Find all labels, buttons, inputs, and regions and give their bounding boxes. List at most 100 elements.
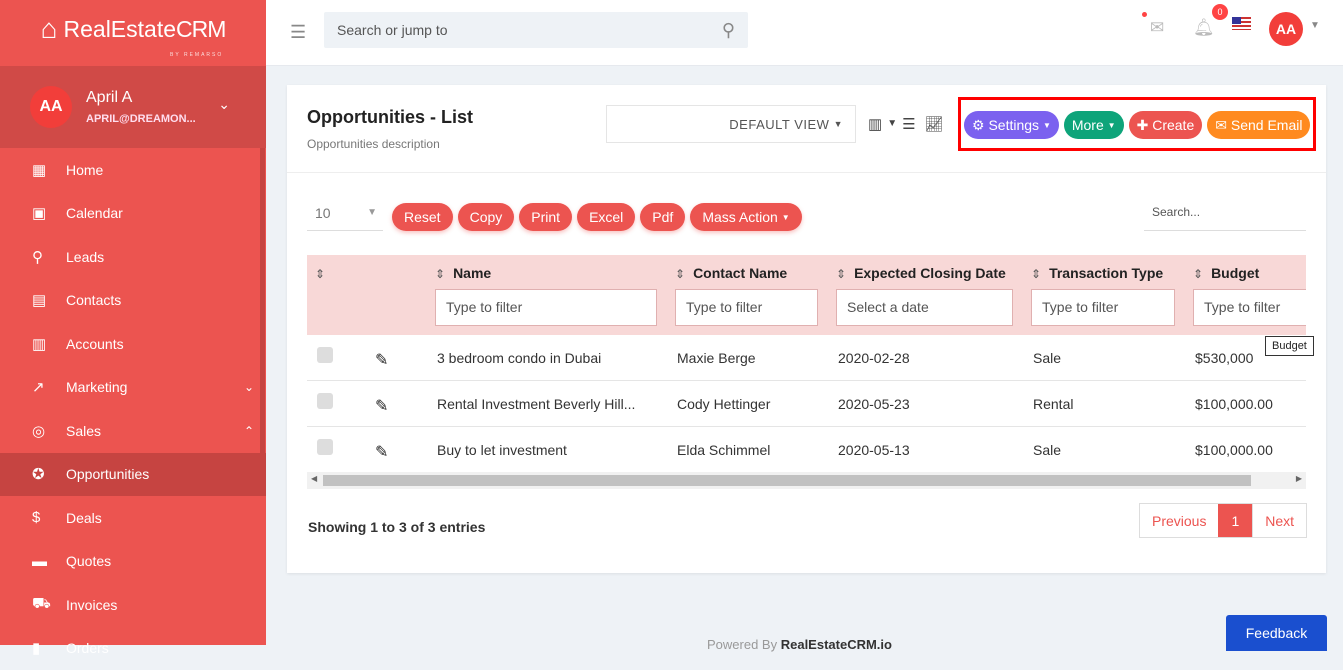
sidebar-item-label: Opportunities [66,466,149,482]
table-search-input[interactable]: Search... [1144,201,1306,231]
sidebar-item-label: Accounts [66,336,124,352]
page-1-button[interactable]: 1 [1218,504,1252,537]
chevron-icon[interactable]: ⌄ [244,380,254,394]
sidebar-item-contacts[interactable]: ▤Contacts [0,279,266,323]
sidebar-item-label: Contacts [66,292,121,308]
calendar-icon: ▣ [32,204,66,222]
sidebar-item-invoices[interactable]: ⛟Invoices [0,583,266,627]
sort-icon[interactable]: ⇕ [315,265,333,281]
sidebar-item-label: Sales [66,423,101,439]
invoices-icon: ⛟ [32,595,66,614]
caret-down-icon[interactable]: ▼ [887,118,897,133]
column-filter-input[interactable]: Select a date [836,289,1013,326]
column-header[interactable]: ⇕Transaction Type [1031,265,1163,281]
reset-button[interactable]: Reset [392,203,453,231]
menu-toggle-icon[interactable]: ☰ [290,22,306,43]
column-filter-input[interactable]: Type to filter [675,289,818,326]
sidebar-item-quotes[interactable]: ▬Quotes [0,540,266,584]
row-checkbox[interactable] [317,393,333,409]
sidebar-item-opportunities[interactable]: ✪Opportunities [0,453,266,497]
avatar: AA [30,86,72,128]
marketing-icon: ↗ [32,378,66,396]
column-header[interactable]: ⇕Contact Name [675,265,787,281]
sidebar-item-leads[interactable]: ⚲Leads [0,235,266,279]
pagination: Previous 1 Next [1139,503,1307,538]
table-cell[interactable]: 3 bedroom condo in Dubai [437,350,601,366]
filter-icon[interactable]: ☰ [902,115,915,133]
column-header[interactable]: ⇕Budget [1193,265,1259,281]
sidebar-item-label: Calendar [66,205,123,221]
sort-icon: ⇕ [1193,267,1203,281]
opportunities-table: ⇕ ⇕Name Type to filter ⇕Contact Name Type t… [307,255,1306,490]
columns-icon[interactable]: ▥ [868,115,882,133]
home-icon: ▦ [32,161,66,179]
sidebar-item-deals[interactable]: $Deals [0,496,266,540]
table-cell[interactable]: Buy to let investment [437,442,567,458]
pencil-icon[interactable]: ✎ [375,350,388,370]
sidebar-item-sales[interactable]: ◎Sales⌃ [0,409,266,453]
chevron-down-icon[interactable]: ⌄ [218,96,230,113]
create-button[interactable]: ✚ Create [1129,111,1203,139]
column-header[interactable]: ⇕Name [435,265,491,281]
user-avatar[interactable]: AA [1269,12,1303,46]
caret-down-icon: ▼ [834,119,843,129]
opportunities-icon: ✪ [32,465,66,483]
excel-button[interactable]: Excel [577,203,635,231]
logo[interactable]: ⌂ RealEstateCRM BY REMARSO [0,0,266,66]
leads-icon: ⚲ [32,248,66,266]
caret-down-icon[interactable]: ▼ [1310,20,1320,31]
global-search-input[interactable]: Search or jump to⚲ [324,12,748,48]
previous-button[interactable]: Previous [1140,504,1218,537]
column-header[interactable]: ⇕Expected Closing Date [836,265,1006,281]
sidebar-item-accounts[interactable]: ▥Accounts [0,322,266,366]
next-button[interactable]: Next [1252,504,1306,537]
row-checkbox[interactable] [317,347,333,363]
table-cell: $100,000.00 [1195,442,1273,458]
bell-icon[interactable]: 🔔︎ [1193,18,1215,38]
more-button[interactable]: More ▼ [1064,111,1124,139]
caret-down-icon: ▼ [1043,121,1051,130]
sort-icon: ⇕ [435,267,445,281]
send-email-button[interactable]: ✉ Send Email [1207,111,1310,139]
sidebar-item-label: Leads [66,249,104,265]
feedback-button[interactable]: Feedback [1226,615,1327,651]
table-header: ⇕ ⇕Name Type to filter ⇕Contact Name Type t… [307,255,1306,335]
column-filter-input[interactable]: Type to filter [1031,289,1175,326]
sidebar-item-calendar[interactable]: ▣Calendar [0,192,266,236]
pdf-button[interactable]: Pdf [640,203,685,231]
copy-button[interactable]: Copy [458,203,515,231]
accounts-icon: ▥ [32,335,66,353]
us-flag-icon[interactable] [1232,17,1251,30]
mail-icon[interactable]: ✉ [1150,18,1164,38]
table-cell: Sale [1033,442,1061,458]
mass-action-button[interactable]: Mass Action▼ [690,203,801,231]
column-filter-input[interactable]: Type to filter [1193,289,1306,326]
contacts-icon: ▤ [32,291,66,309]
sidebar-item-marketing[interactable]: ↗Marketing⌄ [0,366,266,410]
table-row[interactable]: ✎Rental Investment Beverly Hill...Cody H… [307,381,1306,427]
sidebar-scrollbar[interactable] [260,148,265,478]
sidebar-item-label: Home [66,162,103,178]
horizontal-scrollbar[interactable]: ◀▶ [307,472,1306,489]
chevron-icon[interactable]: ⌃ [244,424,254,438]
pencil-icon[interactable]: ✎ [375,396,388,416]
sidebar-item-home[interactable]: ▦Home [0,148,266,192]
view-select[interactable]: DEFAULT VIEW ▼ [606,105,856,143]
table-cell[interactable]: Rental Investment Beverly Hill... [437,396,635,412]
print-button[interactable]: Print [519,203,572,231]
sidebar-item-orders[interactable]: ▮Orders [0,627,266,670]
table-cell: Rental [1033,396,1073,412]
topbar: ☰ Search or jump to⚲ ✉ 🔔︎ 0 AA ▼ [266,0,1343,66]
caret-down-icon: ▼ [782,213,790,222]
page-length-select[interactable]: 10▼ [307,201,383,231]
plus-icon: ✚ [1137,117,1149,134]
table-cell: Maxie Berge [677,350,756,366]
chart-icon[interactable]: 📈︎ [925,115,944,133]
pencil-icon[interactable]: ✎ [375,442,388,462]
column-filter-input[interactable]: Type to filter [435,289,657,326]
settings-button[interactable]: ⚙ Settings ▼ [964,111,1059,139]
row-checkbox[interactable] [317,439,333,455]
